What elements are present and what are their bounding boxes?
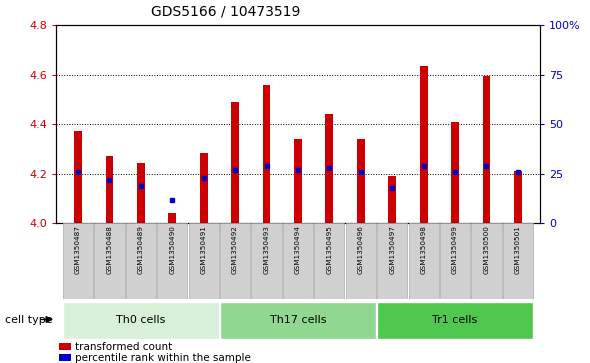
Text: GSM1350493: GSM1350493 — [264, 225, 270, 274]
Bar — [200, 153, 208, 223]
Bar — [126, 223, 156, 299]
Bar — [283, 223, 313, 299]
Text: GSM1350497: GSM1350497 — [389, 225, 395, 274]
Text: percentile rank within the sample: percentile rank within the sample — [75, 352, 251, 363]
Bar — [326, 114, 333, 223]
Bar — [137, 163, 145, 223]
Text: GSM1350492: GSM1350492 — [232, 225, 238, 274]
Bar — [408, 223, 439, 299]
Bar — [440, 223, 470, 299]
Bar — [94, 223, 124, 299]
Bar — [74, 131, 82, 223]
Text: GSM1350489: GSM1350489 — [138, 225, 144, 274]
Text: GSM1350495: GSM1350495 — [326, 225, 332, 274]
Bar — [514, 171, 522, 223]
Bar — [220, 302, 376, 339]
Bar — [157, 223, 188, 299]
Bar — [346, 223, 376, 299]
Bar — [106, 156, 113, 223]
Bar — [483, 76, 490, 223]
Bar — [63, 223, 93, 299]
Text: GSM1350487: GSM1350487 — [75, 225, 81, 274]
Bar — [294, 139, 302, 223]
Bar — [59, 354, 71, 361]
Text: transformed count: transformed count — [75, 342, 172, 352]
Bar — [503, 223, 533, 299]
Text: GSM1350491: GSM1350491 — [201, 225, 206, 274]
Bar — [168, 213, 176, 223]
Text: GSM1350501: GSM1350501 — [515, 225, 521, 274]
Bar — [357, 139, 365, 223]
Bar — [471, 223, 502, 299]
Text: Th0 cells: Th0 cells — [116, 314, 166, 325]
Text: GSM1350498: GSM1350498 — [421, 225, 427, 274]
Text: GSM1350494: GSM1350494 — [295, 225, 301, 274]
Text: Tr1 cells: Tr1 cells — [432, 314, 478, 325]
Bar — [314, 223, 345, 299]
Bar — [251, 223, 281, 299]
Bar — [377, 302, 533, 339]
Bar — [419, 66, 428, 223]
Text: GSM1350499: GSM1350499 — [452, 225, 458, 274]
Text: cell type: cell type — [5, 314, 53, 325]
Text: GDS5166 / 10473519: GDS5166 / 10473519 — [150, 4, 300, 18]
Text: GSM1350488: GSM1350488 — [106, 225, 113, 274]
Bar — [377, 223, 407, 299]
Bar — [263, 85, 270, 223]
Bar — [63, 302, 219, 339]
Bar — [451, 122, 459, 223]
Text: Th17 cells: Th17 cells — [270, 314, 326, 325]
Bar — [189, 223, 219, 299]
Text: GSM1350490: GSM1350490 — [169, 225, 175, 274]
Text: GSM1350496: GSM1350496 — [358, 225, 364, 274]
Bar — [231, 102, 239, 223]
Bar — [220, 223, 250, 299]
Bar — [388, 176, 396, 223]
Text: GSM1350500: GSM1350500 — [483, 225, 490, 274]
Bar — [59, 343, 71, 350]
